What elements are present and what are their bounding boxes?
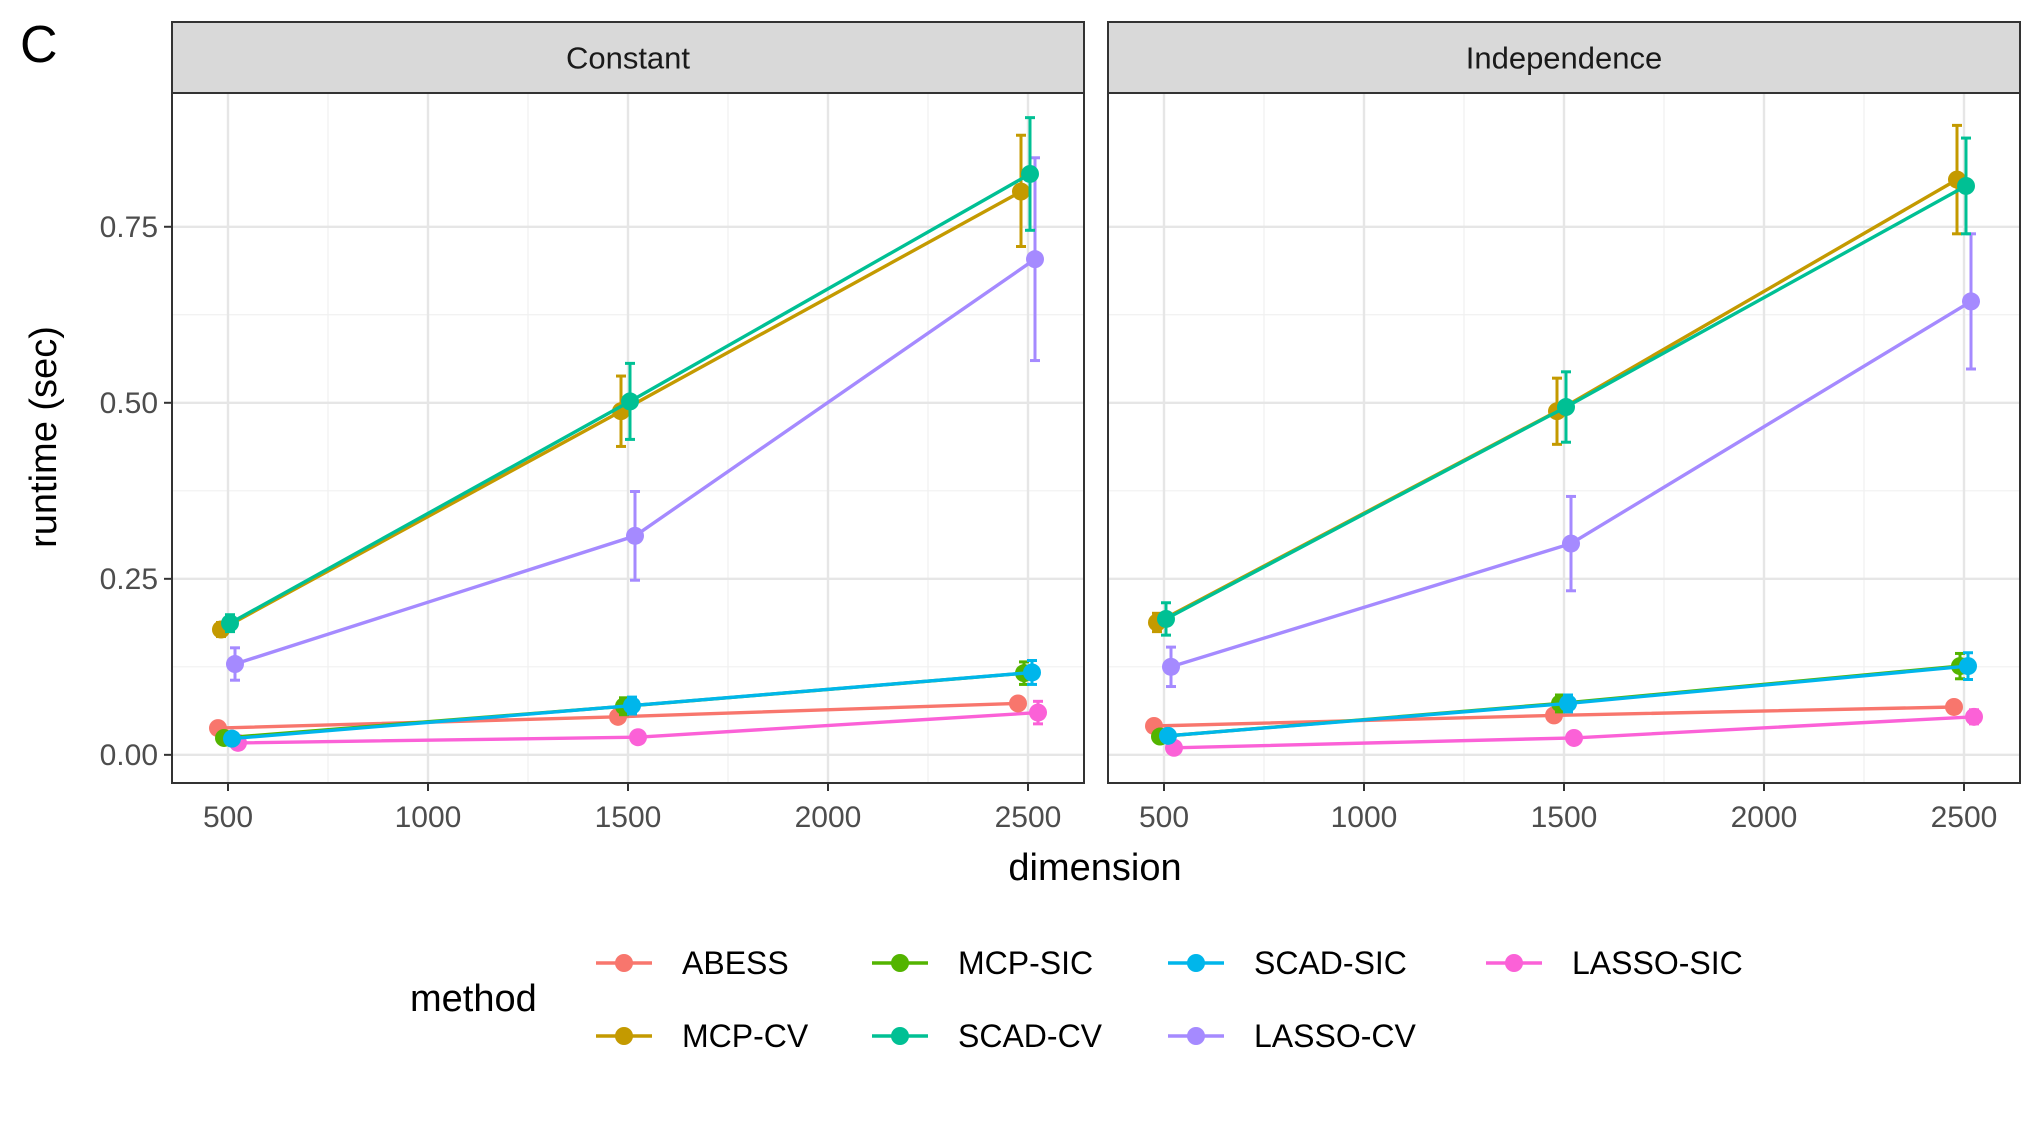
y-tick-label: 0.50 [100,387,158,420]
legend: method ABESS MCP-SIC SCAD-SIC LASSO-SIC MCP-… [410,945,1743,1054]
x-tick-label: 500 [203,801,253,834]
x-tick-label: 1500 [595,801,662,834]
facet-panel-independence: Independence 500 1000 1500 2000 2500 [1107,21,2021,834]
y-tick-label: 0.75 [100,211,158,244]
legend-label: ABESS [682,945,789,981]
data-point [1026,250,1044,269]
legend-key-point [615,1027,633,1045]
x-tick-label: 1000 [1331,801,1398,834]
panel-tag: C [20,16,58,74]
legend-item-mcp-sic: MCP-SIC [872,945,1093,981]
legend-label: MCP-CV [682,1018,809,1054]
legend-item-abess: ABESS [596,945,789,981]
x-tick-label: 500 [1139,801,1189,834]
legend-item-scad-cv: SCAD-CV [872,1018,1103,1054]
legend-key-point [1505,954,1523,972]
legend-key-point [615,954,633,972]
facet-strip-label: Constant [566,41,690,76]
legend-key-point [891,1027,909,1045]
y-tick-label: 0.25 [100,563,158,596]
facet-strip [171,21,1085,94]
data-point [1557,398,1575,417]
series-scad-cv [221,116,1039,634]
series-scad-sic [1159,651,1977,745]
x-tick-label: 2000 [1731,801,1798,834]
legend-item-lasso-sic: LASSO-SIC [1486,945,1743,981]
data-point [623,696,641,715]
series-lasso-cv [226,156,1044,682]
x-tick-label: 2500 [1931,801,1998,834]
data-point [1021,164,1039,183]
legend-item-scad-sic: SCAD-SIC [1168,945,1407,981]
facet-panel-constant: Constant 500 1000 1500 2000 2500 0.00 0.25 0.50 0… [100,21,1085,834]
legend-key-point [891,954,909,972]
data-point [1962,292,1980,311]
x-tick-label: 1500 [1531,801,1598,834]
series-lasso-sic [1165,707,1983,757]
legend-label: SCAD-CV [958,1018,1103,1054]
data-point [1029,703,1047,722]
legend-item-mcp-cv: MCP-CV [596,1018,809,1054]
legend-label: LASSO-SIC [1572,945,1743,981]
data-point [1965,707,1983,726]
legend-key-point [1187,954,1205,972]
series-scad-sic [223,658,1041,748]
facet-panels: Constant 500 1000 1500 2000 2500 0.00 0.25 0.50 0… [100,21,2021,834]
data-point [1162,657,1180,676]
data-point [1157,609,1175,628]
data-point [1159,726,1177,745]
data-point [223,729,241,748]
data-point [1012,182,1030,201]
data-point [1559,694,1577,713]
legend-title: method [410,978,537,1020]
data-point [1957,176,1975,195]
legend-label: MCP-SIC [958,945,1093,981]
legend-label: SCAD-SIC [1254,945,1407,981]
x-tick-label: 2000 [795,801,862,834]
series-scad-cv [1157,136,1975,637]
x-tick-label: 2500 [995,801,1062,834]
data-point [629,728,647,747]
data-point [626,526,644,545]
data-point [226,655,244,674]
x-tick-label: 1000 [395,801,462,834]
data-point [621,392,639,411]
x-axis-title: dimension [1008,847,1181,889]
data-point [1023,663,1041,682]
legend-label: LASSO-CV [1254,1018,1416,1054]
y-tick-label: 0.00 [100,739,158,772]
data-point [1009,694,1027,713]
data-point [1945,697,1963,716]
series-lasso-cv [1162,232,1980,689]
legend-key-point [1187,1027,1205,1045]
legend-item-lasso-cv: LASSO-CV [1168,1018,1416,1054]
data-point [221,614,239,633]
y-axis-title: runtime (sec) [23,326,65,548]
data-point [1565,728,1583,747]
data-point [1562,534,1580,553]
data-point [1959,657,1977,676]
facet-strip-label: Independence [1466,41,1663,76]
